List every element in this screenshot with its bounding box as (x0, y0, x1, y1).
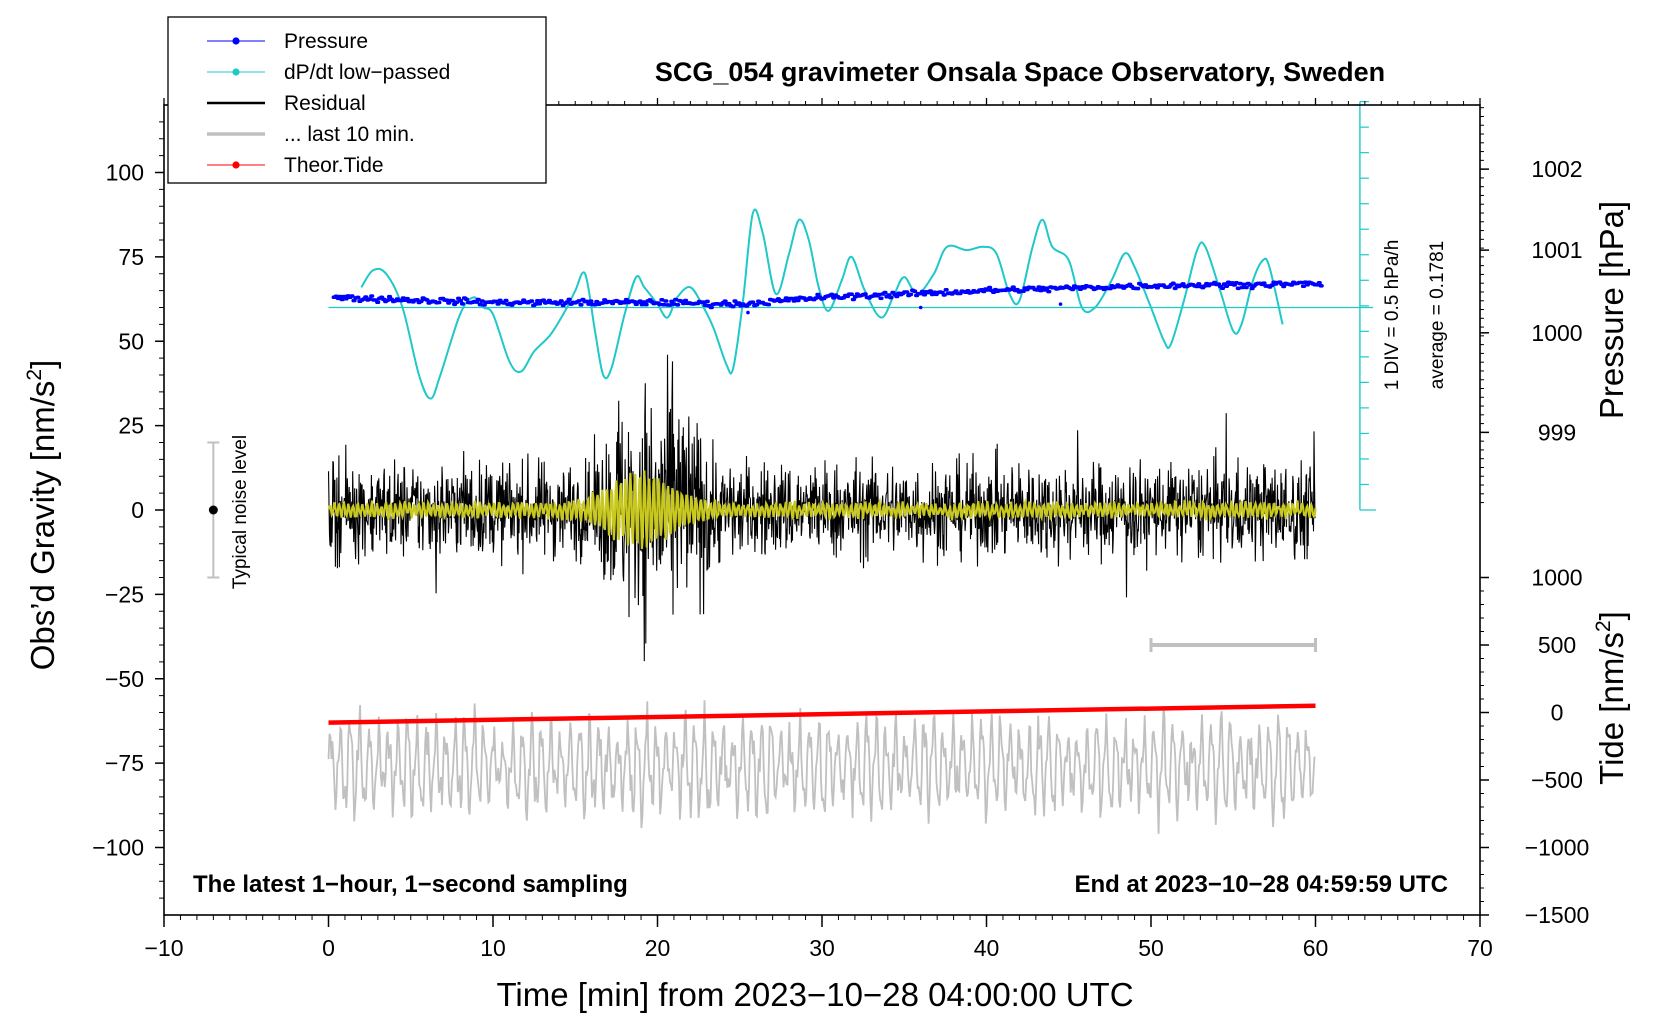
gravity-tick-label: −100 (92, 835, 144, 861)
tide-tick-label: −1500 (1525, 902, 1590, 928)
legend-label: dP/dt low−passed (284, 61, 450, 84)
pressure-series (331, 280, 1324, 315)
last-10-min-line (327, 700, 1316, 834)
tide-tick-label: 1000 (1531, 565, 1582, 591)
tide-axis-label-main: Tide [nm/s (1593, 632, 1630, 785)
left-axis-label-main: Obs’d Gravity [nm/s (24, 381, 61, 671)
tide-tick-label: −500 (1531, 767, 1583, 793)
chart-title: SCG_054 gravimeter Onsala Space Observat… (655, 57, 1385, 87)
x-tick-label: 60 (1303, 935, 1329, 961)
gravity-tick-label: 0 (131, 497, 144, 523)
last-10-min-series (327, 700, 1316, 834)
dpdt-line (360, 208, 1284, 400)
tide-axis-label: Tide [nm/s2] (1592, 611, 1630, 785)
tide-tick-label: 0 (1551, 700, 1564, 726)
legend-label: Pressure (284, 30, 368, 53)
x-tick-label: 0 (322, 935, 335, 961)
scale-bar-label: 1 DIV = 0.5 hPa/h (1382, 240, 1403, 391)
corner-right-caption: End at 2023−10−28 04:59:59 UTC (1074, 871, 1448, 898)
gravity-tick-label: 25 (118, 413, 144, 439)
noise-bar-label: Typical noise level (230, 435, 251, 589)
pressure-points (331, 280, 1324, 310)
left-axis-ticks: 100 75 50 25 0 −25 −50 −75 −100 (92, 121, 164, 899)
pressure-axis-label: Pressure [hPa] (1593, 201, 1630, 419)
legend-label: ... last 10 min. (284, 123, 415, 146)
gravity-tick-label: −25 (105, 581, 144, 607)
tide-tick-label: −1000 (1525, 835, 1590, 861)
dpdt-series (328, 208, 1374, 400)
legend-label: Theor.Tide (284, 154, 384, 177)
gravity-tick-label: −50 (105, 666, 144, 692)
x-axis-label: Time [min] from 2023−10−28 04:00:00 UTC (496, 976, 1133, 1013)
corner-left-caption: The latest 1−hour, 1−second sampling (193, 871, 628, 898)
legend-label: Residual (284, 92, 366, 115)
pressure-axis-ticks: 1002 1001 1000 999 (1480, 107, 1583, 504)
pressure-outlier-point (1058, 302, 1063, 306)
pressure-tick-label: 1001 (1531, 237, 1582, 263)
legend: Pressure dP/dt low−passed Residual ... last… (167, 16, 547, 184)
noise-bar (207, 441, 220, 579)
gravity-tick-label: 75 (118, 244, 144, 270)
legend-swatch-marker (232, 37, 240, 45)
scale-bar (1359, 101, 1376, 511)
pressure-tick-label: 1002 (1531, 156, 1582, 182)
pressure-outlier-point (918, 305, 923, 310)
x-tick-label: 10 (480, 935, 506, 961)
tide-axis-label-end: ] (1593, 611, 1630, 620)
x-axis-ticks: −10 0 10 20 30 40 50 60 70 (144, 98, 1493, 961)
pressure-outlier-point (746, 310, 750, 315)
pressure-tick-label: 1000 (1531, 320, 1582, 346)
gravity-tick-label: 50 (118, 328, 144, 354)
left-axis-label-end: ] (24, 360, 61, 369)
tide-axis-label-sup: 2 (1592, 620, 1615, 632)
x-tick-label: 50 (1138, 935, 1164, 961)
tide-tick-label: 500 (1538, 632, 1576, 658)
pressure-tick-label: 999 (1538, 419, 1576, 445)
legend-swatch-marker (232, 161, 240, 169)
left-axis-label-sup: 2 (23, 369, 46, 381)
legend-swatch-marker (232, 68, 240, 76)
gravity-tick-label: −75 (105, 750, 144, 776)
tide-series (328, 703, 1316, 725)
gravity-tick-label: 100 (106, 160, 144, 186)
x-tick-label: 70 (1467, 935, 1493, 961)
legend-box (167, 16, 547, 184)
x-tick-label: 40 (974, 935, 1000, 961)
ten-min-bar (1149, 638, 1317, 652)
left-axis-label: Obs’d Gravity [nm/s2] (23, 360, 61, 671)
smoothed-residual-series (327, 470, 1317, 549)
tide-axis-ticks: 1000 500 0 −500 −1000 −1500 (1480, 565, 1590, 928)
noise-bar-dot (208, 505, 218, 515)
x-tick-label: 20 (645, 935, 671, 961)
x-tick-label: −10 (144, 935, 183, 961)
scale-bar-average: average = 0.1781 (1427, 241, 1448, 389)
tide-line (328, 703, 1316, 725)
x-tick-label: 30 (809, 935, 835, 961)
smoothed-residual-line (327, 470, 1317, 549)
